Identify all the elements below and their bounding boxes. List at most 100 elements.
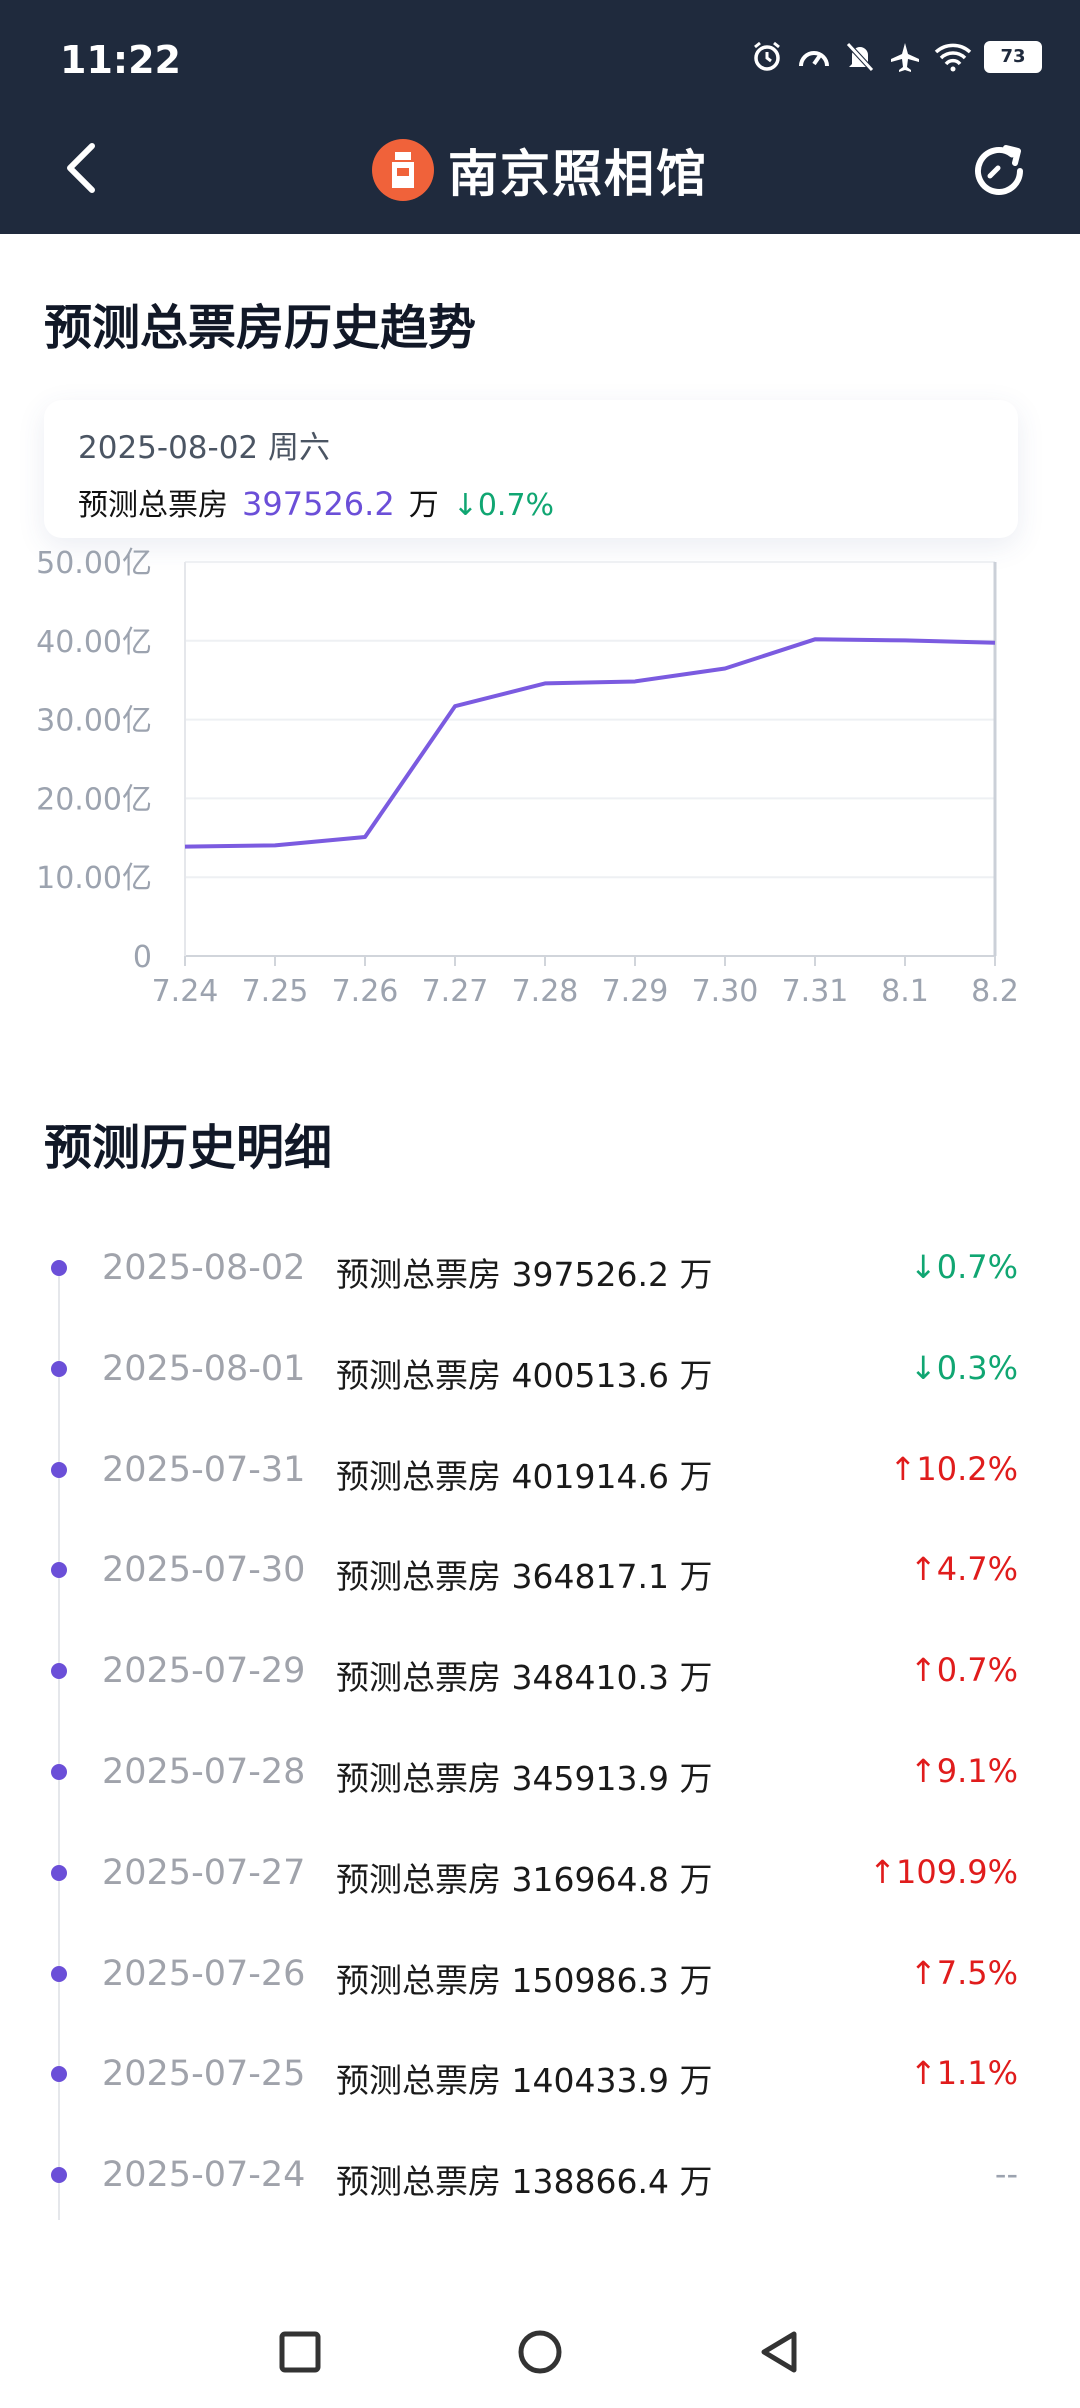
history-change: ↑1.1% [909, 2054, 1018, 2093]
timeline-dot [51, 2167, 67, 2184]
history-date: 2025-07-24 [102, 2155, 306, 2196]
history-row: 2025-07-27 预测总票房 316964.8 万 ↑109.9% [0, 1825, 1080, 1925]
history-row: 2025-07-29 预测总票房 348410.3 万 ↑0.7% [0, 1623, 1080, 1723]
up-arrow-icon: ↑ [909, 1953, 937, 1992]
y-tick-label: 20.00亿 [36, 782, 152, 817]
tooltip-value: 397526.2 [242, 485, 395, 523]
battery-icon: 73 [984, 41, 1042, 73]
movie-logo-icon [372, 139, 434, 201]
history-change: ↓0.7% [909, 1248, 1018, 1286]
timeline-dot [51, 1562, 67, 1579]
history-row: 2025-07-25 预测总票房 140433.9 万 ↑1.1% [0, 2026, 1080, 2126]
tooltip-change: ↓0.7% [452, 488, 555, 523]
back-icon[interactable] [54, 138, 114, 198]
data-point[interactable] [542, 680, 548, 686]
history-change: ↑0.7% [909, 1651, 1018, 1690]
home-icon[interactable] [510, 2322, 570, 2382]
chart-tooltip: 2025-08-02 周六 预测总票房 397526.2 万 ↓0.7% [44, 400, 1018, 538]
history-row: 2025-07-31 预测总票房 401914.6 万 ↑10.2% [0, 1422, 1080, 1522]
tooltip-date: 2025-08-02 周六 [78, 430, 331, 466]
speed-icon [799, 51, 829, 67]
history-change: ↑4.7% [909, 1550, 1018, 1589]
trend-section-title: 预测总票房历史趋势 [44, 300, 477, 356]
series-line [184, 637, 996, 849]
history-row: 2025-07-26 预测总票房 150986.3 万 ↑7.5% [0, 1926, 1080, 2026]
trend-chart[interactable]: 0 10.00亿 20.00亿 30.00亿 40.00亿 50.00亿 7.24 7.25 7… [0, 540, 1080, 1020]
history-value: 预测总票房 364817.1 万 [336, 1557, 713, 1597]
refresh-icon[interactable] [966, 138, 1032, 204]
history-value: 预测总票房 140433.9 万 [336, 2061, 713, 2101]
data-point[interactable] [452, 703, 458, 709]
history-row: 2025-08-01 预测总票房 400513.6 万 ↓0.3% [0, 1321, 1080, 1421]
history-date: 2025-07-25 [102, 2054, 306, 2095]
history-date: 2025-07-31 [102, 1449, 306, 1490]
history-row: 2025-07-28 预测总票房 345913.9 万 ↑9.1% [0, 1724, 1080, 1824]
up-arrow-icon: ↑ [889, 1449, 917, 1488]
wifi-icon [934, 43, 972, 72]
x-tick-label: 7.24 [152, 974, 219, 1009]
timeline-dot [51, 1663, 67, 1680]
tooltip-row: 预测总票房 397526.2 万 ↓0.7% [78, 480, 554, 524]
airplane-icon [891, 43, 919, 72]
history-row: 2025-08-02 预测总票房 397526.2 万 ↓0.7% [0, 1220, 1080, 1320]
status-icons: 73 [750, 40, 1042, 74]
history-date: 2025-07-30 [102, 1550, 306, 1591]
data-point[interactable] [992, 640, 998, 646]
x-tick-label: 7.27 [422, 974, 489, 1009]
page-title: 南京照相馆 [448, 145, 708, 203]
x-tick-label: 7.28 [512, 974, 579, 1009]
timeline-dot [51, 1864, 67, 1881]
timeline-dot [51, 1260, 67, 1276]
mute-bell-icon [846, 42, 874, 72]
history-change: -- [994, 2155, 1018, 2194]
y-tick-label: 50.00亿 [36, 546, 152, 581]
history-value: 预测总票房 348410.3 万 [336, 1658, 713, 1698]
history-row: 2025-07-30 预测总票房 364817.1 万 ↑4.7% [0, 1522, 1080, 1622]
up-arrow-icon: ↑ [869, 1852, 896, 1891]
x-tick-label: 7.25 [242, 974, 309, 1009]
x-tick-label: 8.2 [971, 974, 1019, 1009]
back-nav-icon[interactable] [750, 2322, 810, 2382]
data-point[interactable] [272, 842, 278, 848]
history-date: 2025-08-02 [102, 1248, 306, 1288]
header-title-group: 南京照相馆 [0, 138, 1080, 203]
data-point[interactable] [902, 637, 908, 643]
tooltip-label: 预测总票房 [78, 488, 228, 523]
x-tick-label: 7.26 [332, 974, 399, 1009]
timeline-dot [51, 1461, 67, 1478]
history-change: ↑10.2% [889, 1449, 1018, 1488]
timeline-dot [51, 2066, 67, 2083]
data-point[interactable] [812, 636, 818, 642]
data-point[interactable] [182, 844, 188, 850]
up-arrow-icon: ↑ [909, 2054, 937, 2093]
y-tick-label: 40.00亿 [36, 625, 152, 660]
up-arrow-icon: ↑ [909, 1550, 937, 1589]
history-value: 预测总票房 401914.6 万 [336, 1456, 713, 1496]
history-change: ↑9.1% [909, 1752, 1018, 1790]
history-date: 2025-07-27 [102, 1852, 306, 1893]
data-point[interactable] [632, 678, 638, 684]
x-tick-label: 8.1 [881, 974, 929, 1009]
down-arrow-icon: ↓ [909, 1348, 937, 1387]
data-point[interactable] [722, 666, 728, 672]
history-change: ↑7.5% [909, 1953, 1018, 1992]
timeline-dot [51, 1965, 67, 1982]
history-value: 预测总票房 138866.4 万 [336, 2162, 713, 2202]
history-value: 预测总票房 400513.6 万 [336, 1355, 713, 1395]
history-date: 2025-08-01 [102, 1348, 306, 1389]
status-time: 11:22 [60, 38, 181, 82]
down-arrow-icon: ↓ [452, 488, 478, 523]
history-value: 预测总票房 397526.2 万 [336, 1255, 713, 1294]
history-change: ↑109.9% [869, 1852, 1018, 1891]
alarm-icon [754, 41, 780, 71]
up-arrow-icon: ↑ [909, 1651, 937, 1690]
recents-icon[interactable] [270, 2322, 330, 2382]
tooltip-unit: 万 [408, 488, 439, 523]
timeline-dot [51, 1764, 67, 1780]
history-date: 2025-07-28 [102, 1752, 306, 1792]
data-point[interactable] [362, 834, 368, 840]
timeline-line [58, 1260, 60, 2220]
y-tick-label: 0 [133, 940, 152, 975]
up-arrow-icon: ↑ [909, 1752, 937, 1790]
history-date: 2025-07-26 [102, 1953, 306, 1994]
